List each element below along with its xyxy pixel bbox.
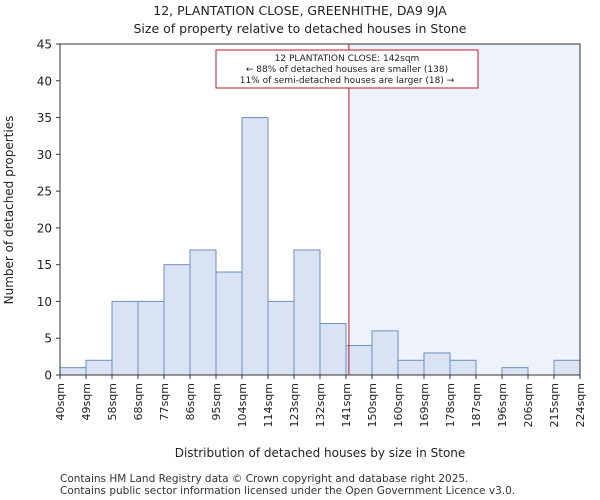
chart-title: 12, PLANTATION CLOSE, GREENHITHE, DA9 9J… (153, 3, 447, 18)
histogram-bar (293, 249, 321, 376)
annotation-line-3: 11% of semi-detached houses are larger (… (240, 76, 455, 86)
histogram-bar (553, 359, 581, 376)
y-tick-label: 25 (37, 185, 52, 199)
x-tick-label: 160sqm (392, 383, 405, 427)
x-tick-label: 206sqm (522, 383, 535, 427)
histogram-bar (371, 330, 399, 376)
y-tick-label: 5 (44, 332, 52, 346)
footer-line-1: Contains HM Land Registry data © Crown c… (60, 473, 469, 485)
x-tick-label: 40sqm (54, 383, 67, 420)
histogram-bar (397, 359, 425, 376)
x-tick-label: 58sqm (106, 383, 119, 420)
y-tick-label: 40 (37, 74, 52, 88)
x-tick-label: 178sqm (444, 383, 457, 427)
y-tick-label: 35 (37, 111, 52, 125)
x-tick-label: 86sqm (184, 383, 197, 420)
annotation-line-2: ← 88% of detached houses are smaller (13… (246, 65, 448, 75)
histogram-bar (85, 359, 113, 376)
y-tick-label: 0 (44, 369, 52, 383)
x-tick-label: 123sqm (288, 383, 301, 427)
x-tick-label: 68sqm (132, 383, 145, 420)
y-axis-label: Number of detached properties (2, 116, 16, 305)
annotation-box: 12 PLANTATION CLOSE: 142sqm ← 88% of det… (215, 49, 479, 89)
histogram-bar (111, 300, 139, 376)
histogram-bar (449, 359, 477, 376)
y-tick-label: 20 (37, 221, 52, 235)
histogram-bar (59, 367, 87, 376)
histogram-bar (163, 264, 191, 376)
x-tick-label: 114sqm (262, 383, 275, 427)
histogram-bar (137, 300, 165, 376)
y-tick-label: 45 (37, 38, 52, 52)
x-tick-label: 187sqm (470, 383, 483, 427)
x-tick-label: 77sqm (158, 383, 171, 420)
y-tick-label: 30 (37, 148, 52, 162)
histogram-bar (319, 323, 347, 376)
histogram-bar (267, 300, 295, 376)
x-tick-label: 49sqm (80, 383, 93, 420)
footer-line-2: Contains public sector information licen… (60, 485, 516, 497)
histogram-bar (501, 367, 529, 376)
x-tick-label: 215sqm (548, 383, 561, 427)
highlight-region (348, 44, 580, 375)
x-tick-label: 224sqm (574, 383, 587, 427)
histogram-bar (241, 117, 269, 376)
x-tick-label: 132sqm (314, 383, 327, 427)
y-tick-label: 15 (37, 258, 52, 272)
x-tick-label: 141sqm (340, 383, 353, 427)
chart-subtitle: Size of property relative to detached ho… (133, 21, 467, 36)
histogram-bar (423, 352, 451, 376)
x-tick-label: 169sqm (418, 383, 431, 427)
histogram-bar (189, 249, 217, 376)
histogram-bar (345, 345, 373, 376)
y-tick-label: 10 (37, 295, 52, 309)
x-tick-label: 150sqm (366, 383, 379, 427)
x-tick-label: 196sqm (496, 383, 509, 427)
annotation-line-1: 12 PLANTATION CLOSE: 142sqm (275, 54, 420, 64)
x-tick-label: 95sqm (210, 383, 223, 420)
x-tick-label: 104sqm (236, 383, 249, 427)
x-axis-label: Distribution of detached houses by size … (175, 446, 466, 460)
histogram-bar (215, 271, 243, 376)
